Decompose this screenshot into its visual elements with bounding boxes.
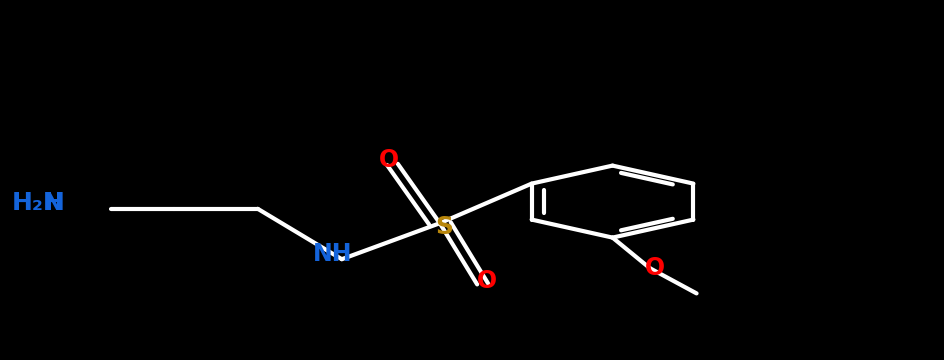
Text: S: S <box>435 215 453 239</box>
Text: H₂N: H₂N <box>11 192 64 215</box>
Text: O: O <box>379 148 398 172</box>
Text: O: O <box>477 269 497 293</box>
Text: O: O <box>645 256 665 280</box>
Text: H: H <box>43 192 64 215</box>
Text: NH: NH <box>312 242 352 266</box>
